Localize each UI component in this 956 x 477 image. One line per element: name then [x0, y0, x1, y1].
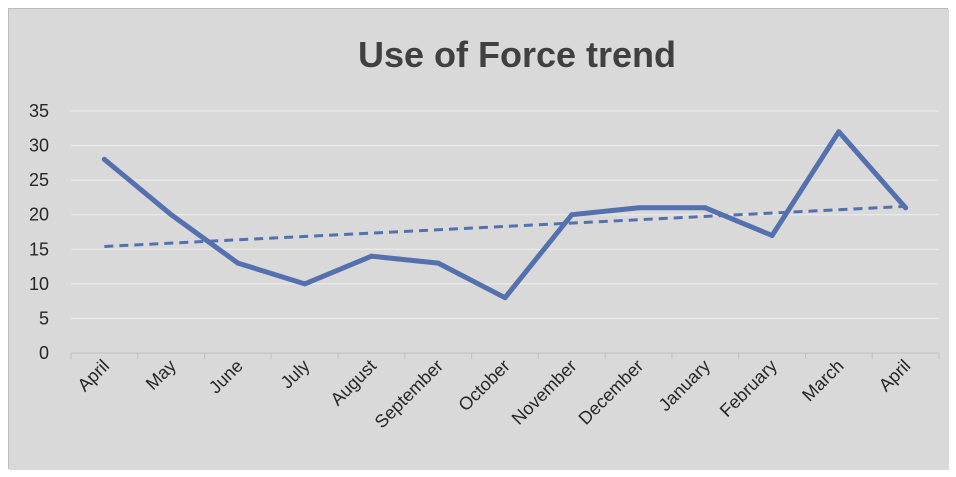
y-tick-label: 20 — [29, 205, 49, 225]
data-point — [636, 205, 642, 211]
data-point — [302, 281, 308, 287]
data-point — [502, 295, 508, 301]
data-point — [702, 205, 708, 211]
y-axis-labels: 0 5 10 15 20 25 30 35 — [29, 101, 49, 363]
data-point — [101, 156, 107, 162]
data-point — [435, 260, 441, 266]
data-point — [235, 260, 241, 266]
y-tick-label: 25 — [29, 170, 49, 190]
data-point — [168, 212, 174, 218]
y-tick-label: 0 — [39, 343, 49, 363]
data-point — [368, 253, 374, 259]
chart-background — [9, 9, 949, 470]
y-tick-label: 35 — [29, 101, 49, 121]
data-points — [101, 129, 909, 301]
trend-line — [104, 204, 906, 248]
chart-title: Use of Force trend — [358, 34, 676, 75]
y-tick-label: 10 — [29, 274, 49, 294]
data-point — [769, 232, 775, 238]
y-tick-label: 30 — [29, 136, 49, 156]
x-axis — [70, 352, 940, 359]
data-point — [903, 205, 909, 211]
y-tick-label: 5 — [39, 308, 49, 328]
chart-frame: 0 5 10 15 20 25 30 35 April May June July August Sep… — [8, 8, 949, 470]
y-tick-label: 15 — [29, 239, 49, 259]
data-point — [836, 129, 842, 135]
data-point — [569, 212, 575, 218]
